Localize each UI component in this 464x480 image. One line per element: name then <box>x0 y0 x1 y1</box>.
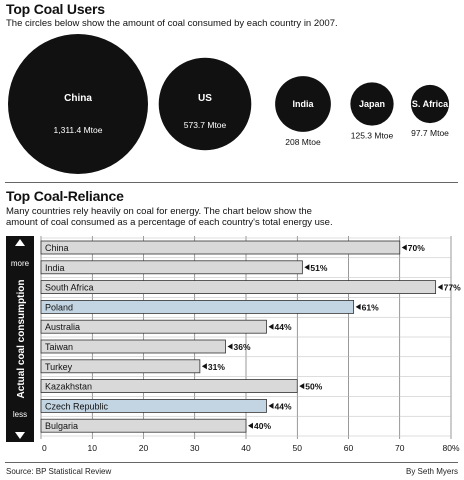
x-tick-label: 20 <box>139 443 149 453</box>
value-pointer-icon <box>437 284 443 291</box>
bubble-india: India 208 Mtoe <box>275 76 331 147</box>
value-pointer-icon <box>227 343 233 350</box>
bar-label-czech-republic: Czech Republic <box>45 401 109 411</box>
bar-label-taiwan: Taiwan <box>45 342 73 352</box>
bubble-chart: China 1,311.4 Mtoe US 573.7 Mtoe India 208 Mt… <box>8 34 450 174</box>
bar-row-australia: Australia 44% <box>40 319 292 334</box>
bubble-value-us: 573.7 Mtoe <box>184 120 227 130</box>
bubble-circle-china <box>8 34 148 174</box>
bar-label-turkey: Turkey <box>45 362 73 372</box>
value-pointer-icon <box>268 323 274 330</box>
bar-china <box>40 240 401 255</box>
bar-value-south-africa: 77% <box>444 283 461 293</box>
bar-row-kazakhstan: Kazakhstan 50% <box>40 379 323 394</box>
value-pointer-icon <box>268 402 274 409</box>
side-label: Actual coal consumption <box>16 280 27 399</box>
bubble-value-japan: 125.3 Mtoe <box>351 131 394 141</box>
bubble-value-china: 1,311.4 Mtoe <box>54 125 103 135</box>
bar-row-south-africa: South Africa 77% <box>40 280 461 294</box>
bar-label-poland: Poland <box>45 302 73 312</box>
bar-value-bulgaria: 40% <box>254 421 271 431</box>
value-pointer-icon <box>299 383 305 390</box>
bubble-label-japan: Japan <box>359 99 385 109</box>
up-arrow-icon <box>15 239 25 246</box>
reliance-bar-chart: China 70% India 51% South Africa 77% Poland 61%… <box>40 236 461 453</box>
bar-label-south-africa: South Africa <box>45 283 94 293</box>
bar-label-china: China <box>45 243 69 253</box>
bubble-circle-s-africa <box>410 84 450 124</box>
bar-india <box>40 260 303 275</box>
bar-kazakhstan <box>40 379 298 394</box>
bubble-label-china: China <box>64 93 92 104</box>
bar-australia <box>40 319 267 334</box>
side-bar-background <box>6 236 34 442</box>
x-tick-label: 0 <box>42 443 47 453</box>
bar-value-india: 51% <box>310 263 327 273</box>
footer-divider <box>5 462 458 463</box>
bar-label-kazakhstan: Kazakhstan <box>45 382 92 392</box>
x-tick-label: 40 <box>241 443 251 453</box>
byline: By Seth Myers <box>405 467 458 476</box>
consumption-side-bar: more Actual coal consumption less <box>6 236 34 442</box>
bar-row-czech-republic: Czech Republic 44% <box>40 398 292 413</box>
bar-row-china: China 70% <box>40 240 425 255</box>
bar-row-bulgaria: Bulgaria 40% <box>40 418 271 433</box>
bar-value-china: 70% <box>408 243 425 253</box>
bubble-japan: Japan 125.3 Mtoe <box>350 82 394 141</box>
value-pointer-icon <box>401 244 407 251</box>
down-arrow-icon <box>15 432 25 439</box>
x-tick-label: 70 <box>395 443 405 453</box>
reliance-subtitle-1: Many countries rely heavily on coal for … <box>6 206 312 217</box>
bubble-s-africa: S. Africa 97.7 Mtoe <box>410 84 450 138</box>
bar-poland <box>40 300 355 314</box>
value-pointer-icon <box>304 264 310 271</box>
less-label: less <box>13 410 27 419</box>
bubble-label-us: US <box>198 93 212 104</box>
value-pointer-icon <box>201 363 207 370</box>
bar-row-taiwan: Taiwan 36% <box>40 339 251 354</box>
bar-czech-republic <box>40 398 267 413</box>
x-tick-label: 30 <box>190 443 200 453</box>
source-note: Source: BP Statistical Review <box>6 467 112 476</box>
bar-row-turkey: Turkey 31% <box>40 359 225 374</box>
bar-label-australia: Australia <box>45 322 80 332</box>
bubble-china: China 1,311.4 Mtoe <box>8 34 148 174</box>
bubble-value-s-africa: 97.7 Mtoe <box>411 128 449 138</box>
bar-label-bulgaria: Bulgaria <box>45 421 78 431</box>
bar-value-turkey: 31% <box>208 362 225 372</box>
bar-value-poland: 61% <box>362 302 379 312</box>
top-users-subtitle: The circles below show the amount of coa… <box>6 18 338 29</box>
bar-row-india: India 51% <box>40 260 328 275</box>
bar-turkey <box>40 359 201 374</box>
value-pointer-icon <box>248 422 253 429</box>
bubble-label-s-africa: S. Africa <box>412 99 449 109</box>
bar-value-taiwan: 36% <box>234 342 251 352</box>
reliance-title: Top Coal-Reliance <box>6 188 124 204</box>
bubble-circle-japan <box>350 82 394 126</box>
bar-value-czech-republic: 44% <box>275 401 292 411</box>
bubble-value-india: 208 Mtoe <box>285 137 321 147</box>
bubble-circle-india <box>275 76 331 132</box>
bar-value-australia: 44% <box>275 322 292 332</box>
top-users-title: Top Coal Users <box>6 1 105 17</box>
bar-row-poland: Poland 61% <box>40 300 379 314</box>
section-divider <box>5 182 458 183</box>
x-tick-label: 10 <box>88 443 98 453</box>
bubble-us: US 573.7 Mtoe <box>158 57 252 151</box>
x-tick-label: 50 <box>293 443 303 453</box>
bubble-label-india: India <box>292 99 314 109</box>
x-tick-label: 60 <box>344 443 354 453</box>
value-pointer-icon <box>355 303 361 310</box>
more-label: more <box>11 259 30 268</box>
bar-taiwan <box>40 339 226 354</box>
reliance-subtitle-2: amount of coal consumed as a percentage … <box>6 217 333 228</box>
bar-bulgaria <box>40 418 247 433</box>
bar-south-africa <box>40 280 437 294</box>
x-tick-label: 80% <box>442 443 459 453</box>
bar-value-kazakhstan: 50% <box>305 382 322 392</box>
bubble-circle-us <box>158 57 252 151</box>
bar-label-india: India <box>45 263 65 273</box>
